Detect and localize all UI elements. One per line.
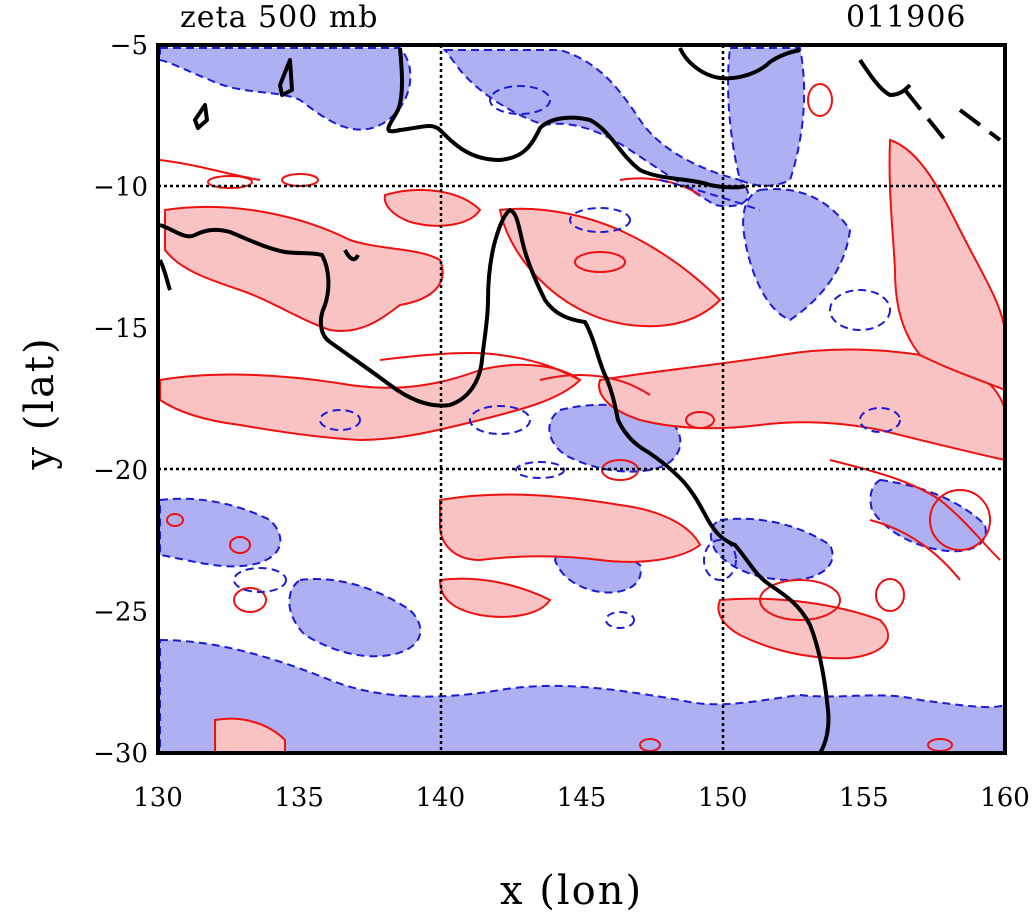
x-tick-label: 135: [274, 783, 324, 813]
coast-new-britain: [858, 58, 912, 97]
x-tick-label: 150: [698, 783, 748, 813]
neg-region-ne: [727, 47, 806, 187]
x-tick-label: 160: [980, 783, 1030, 813]
pos-region-southeast: [717, 597, 890, 660]
neg-region-east: [742, 188, 852, 322]
pos-region-south-band: [439, 493, 702, 563]
coast-ne-dashed2: [958, 108, 1002, 142]
y-tick-label: −20: [93, 456, 148, 486]
negative-contour-lines: [233, 85, 901, 629]
neg-region-south: [159, 638, 1005, 753]
pos-region-east-plume: [888, 138, 1005, 392]
pos-region-southwest-arc: [438, 577, 552, 618]
y-tick-label: −15: [93, 314, 148, 344]
neg-region-sw2: [288, 578, 422, 658]
neg-region-sw1: [159, 497, 282, 568]
plot-frame: [156, 43, 1007, 755]
neg-region-nw: [159, 47, 412, 131]
plot-date: 011906: [846, 0, 967, 35]
coast-new-guinea: [386, 47, 746, 190]
y-tick-label: −10: [93, 173, 148, 203]
pos-region-central-band: [598, 348, 1005, 462]
pos-region-top-center: [383, 189, 482, 227]
plot-title: zeta 500 mb: [180, 0, 379, 35]
coastlines: [158, 47, 1002, 753]
coast-island-small: [193, 103, 209, 130]
y-tick-label: −5: [110, 31, 148, 61]
x-tick-label: 130: [133, 783, 183, 813]
axis-ticks: 130 135 140 145 150 155 160 −5 −10 −15 −20 −25 −30: [93, 31, 1030, 813]
coast-new-guinea-east: [678, 47, 801, 81]
y-tick-label: −25: [93, 597, 148, 627]
positive-vorticity-regions: [159, 138, 1005, 753]
pos-region-north-central: [498, 207, 722, 328]
coast-gulf-north: [158, 259, 172, 291]
x-axis-label: x (lon): [500, 868, 644, 914]
pos-region-far-southwest: [214, 717, 286, 753]
coast-cape-york-west: [343, 249, 360, 262]
coast-island-west: [278, 58, 294, 97]
x-tick-label: 140: [416, 783, 466, 813]
coast-australia-west: [159, 208, 831, 753]
coast-ne-dashed: [903, 88, 947, 142]
negative-vorticity-regions: [159, 47, 1005, 753]
x-tick-label: 155: [839, 783, 889, 813]
gridlines: [158, 45, 1005, 753]
y-axis-label: y (lat): [17, 336, 63, 470]
positive-contour-lines: [159, 83, 1001, 752]
neg-region-se1: [709, 517, 834, 582]
neg-region-se2: [869, 478, 987, 553]
y-tick-label: −30: [93, 739, 148, 769]
x-tick-label: 145: [557, 783, 607, 813]
pos-region-northwest-band: [164, 205, 444, 332]
